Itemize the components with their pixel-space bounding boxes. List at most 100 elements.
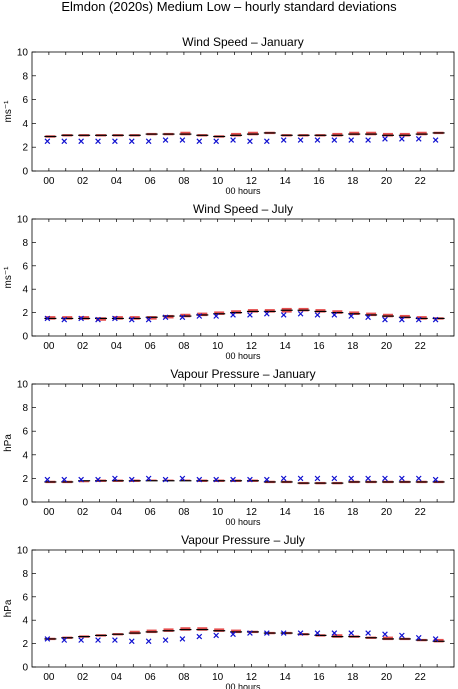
x-tick-label: 20 bbox=[381, 672, 393, 683]
observed-x-marker bbox=[196, 138, 203, 145]
observed-x-marker bbox=[365, 137, 371, 143]
x-tick-label: 20 bbox=[381, 507, 393, 518]
observed-x-marker bbox=[179, 314, 186, 321]
observed-x-marker bbox=[145, 138, 152, 145]
observed-x-marker bbox=[280, 137, 287, 143]
x-tick-label: 18 bbox=[347, 507, 359, 518]
observed-x-marker bbox=[331, 475, 338, 482]
observed-x-marker bbox=[95, 138, 101, 145]
observed-x-marker bbox=[247, 312, 253, 318]
observed-x-marker bbox=[280, 630, 287, 636]
observed-x-marker bbox=[399, 475, 405, 482]
x-tick-label: 06 bbox=[145, 672, 157, 683]
observed-x-marker bbox=[179, 475, 186, 482]
observed-x-marker bbox=[162, 137, 169, 143]
observed-x-marker bbox=[112, 475, 118, 482]
observed-x-marker bbox=[196, 476, 203, 483]
y-axis-label: ms⁻¹ bbox=[3, 100, 14, 123]
observed-x-marker bbox=[314, 312, 321, 318]
observed-x-marker bbox=[128, 476, 135, 483]
x-tick-label: 00 bbox=[43, 507, 55, 518]
observed-x-marker bbox=[61, 476, 68, 483]
x-tick-label: 20 bbox=[381, 176, 393, 187]
observed-x-marker bbox=[78, 138, 84, 145]
observed-x-marker bbox=[230, 137, 236, 143]
x-tick-label: 06 bbox=[145, 507, 157, 518]
observed-x-marker bbox=[44, 315, 51, 322]
observed-x-marker bbox=[365, 475, 371, 482]
y-tick-label: 2 bbox=[22, 143, 28, 154]
x-tick-label: 12 bbox=[246, 672, 258, 683]
observed-x-marker bbox=[331, 312, 338, 318]
plot-frame bbox=[31, 383, 455, 503]
x-tick-label: 14 bbox=[280, 507, 292, 518]
x-tick-label: 02 bbox=[77, 341, 89, 352]
y-tick-label: 0 bbox=[22, 167, 28, 178]
observed-x-marker bbox=[415, 475, 422, 482]
observed-x-marker bbox=[314, 630, 321, 636]
observed-x-marker bbox=[399, 316, 405, 323]
x-tick-label: 14 bbox=[280, 176, 292, 187]
x-tick-label: 22 bbox=[415, 507, 427, 518]
observed-x-marker bbox=[382, 316, 388, 323]
observed-x-marker bbox=[348, 137, 355, 143]
observed-x-marker bbox=[399, 136, 405, 142]
observed-x-marker bbox=[331, 630, 338, 636]
x-axis-label: 00 hours bbox=[225, 351, 261, 361]
observed-x-marker bbox=[415, 634, 422, 641]
y-tick-label: 8 bbox=[22, 238, 28, 249]
observed-x-marker bbox=[297, 630, 304, 636]
x-tick-label: 22 bbox=[415, 672, 427, 683]
observed-x-marker bbox=[297, 475, 304, 482]
observed-x-marker bbox=[112, 315, 118, 322]
y-tick-label: 0 bbox=[22, 498, 28, 509]
chart-title: Vapour Pressure – July bbox=[181, 533, 305, 547]
observed-x-marker bbox=[95, 476, 101, 483]
x-tick-label: 16 bbox=[313, 507, 325, 518]
observed-x-marker bbox=[179, 636, 186, 642]
observed-x-marker bbox=[162, 476, 169, 483]
y-axis-label: ms⁻¹ bbox=[3, 266, 14, 289]
x-tick-label: 14 bbox=[280, 341, 292, 352]
x-tick-label: 18 bbox=[347, 176, 359, 187]
x-tick-label: 00 bbox=[43, 176, 55, 187]
x-tick-label: 18 bbox=[347, 341, 359, 352]
x-tick-label: 12 bbox=[246, 176, 258, 187]
observed-x-marker bbox=[348, 313, 355, 319]
observed-x-marker bbox=[78, 476, 84, 483]
x-tick-label: 16 bbox=[313, 341, 325, 352]
observed-x-marker bbox=[314, 475, 321, 482]
y-tick-label: 4 bbox=[22, 450, 28, 461]
observed-x-marker bbox=[78, 637, 84, 643]
observed-x-marker bbox=[112, 138, 118, 145]
observed-x-marker bbox=[247, 630, 253, 636]
observed-x-marker bbox=[297, 137, 304, 143]
x-tick-label: 04 bbox=[111, 176, 123, 187]
y-tick-label: 10 bbox=[17, 48, 29, 59]
observed-x-marker bbox=[162, 637, 169, 643]
observed-x-marker bbox=[44, 636, 51, 642]
x-tick-label: 12 bbox=[246, 341, 258, 352]
x-tick-label: 10 bbox=[212, 672, 224, 683]
x-tick-label: 10 bbox=[212, 507, 224, 518]
x-tick-label: 20 bbox=[381, 341, 393, 352]
observed-x-marker bbox=[145, 316, 152, 323]
x-tick-label: 22 bbox=[415, 176, 427, 187]
observed-x-marker bbox=[196, 313, 203, 319]
observed-x-marker bbox=[382, 136, 388, 142]
observed-x-marker bbox=[44, 138, 51, 145]
y-tick-label: 6 bbox=[22, 261, 28, 272]
observed-x-marker bbox=[415, 136, 422, 142]
figure-title: Elmdon (2020s) Medium Low – hourly stand… bbox=[61, 0, 397, 14]
y-tick-label: 8 bbox=[22, 71, 28, 82]
y-axis-label: hPa bbox=[3, 434, 14, 452]
observed-x-marker bbox=[230, 476, 236, 483]
x-tick-label: 02 bbox=[77, 672, 89, 683]
y-tick-label: 4 bbox=[22, 285, 28, 296]
plot-frame bbox=[31, 549, 455, 668]
observed-x-marker bbox=[297, 310, 304, 317]
observed-x-marker bbox=[247, 138, 253, 145]
x-tick-label: 14 bbox=[280, 672, 292, 683]
